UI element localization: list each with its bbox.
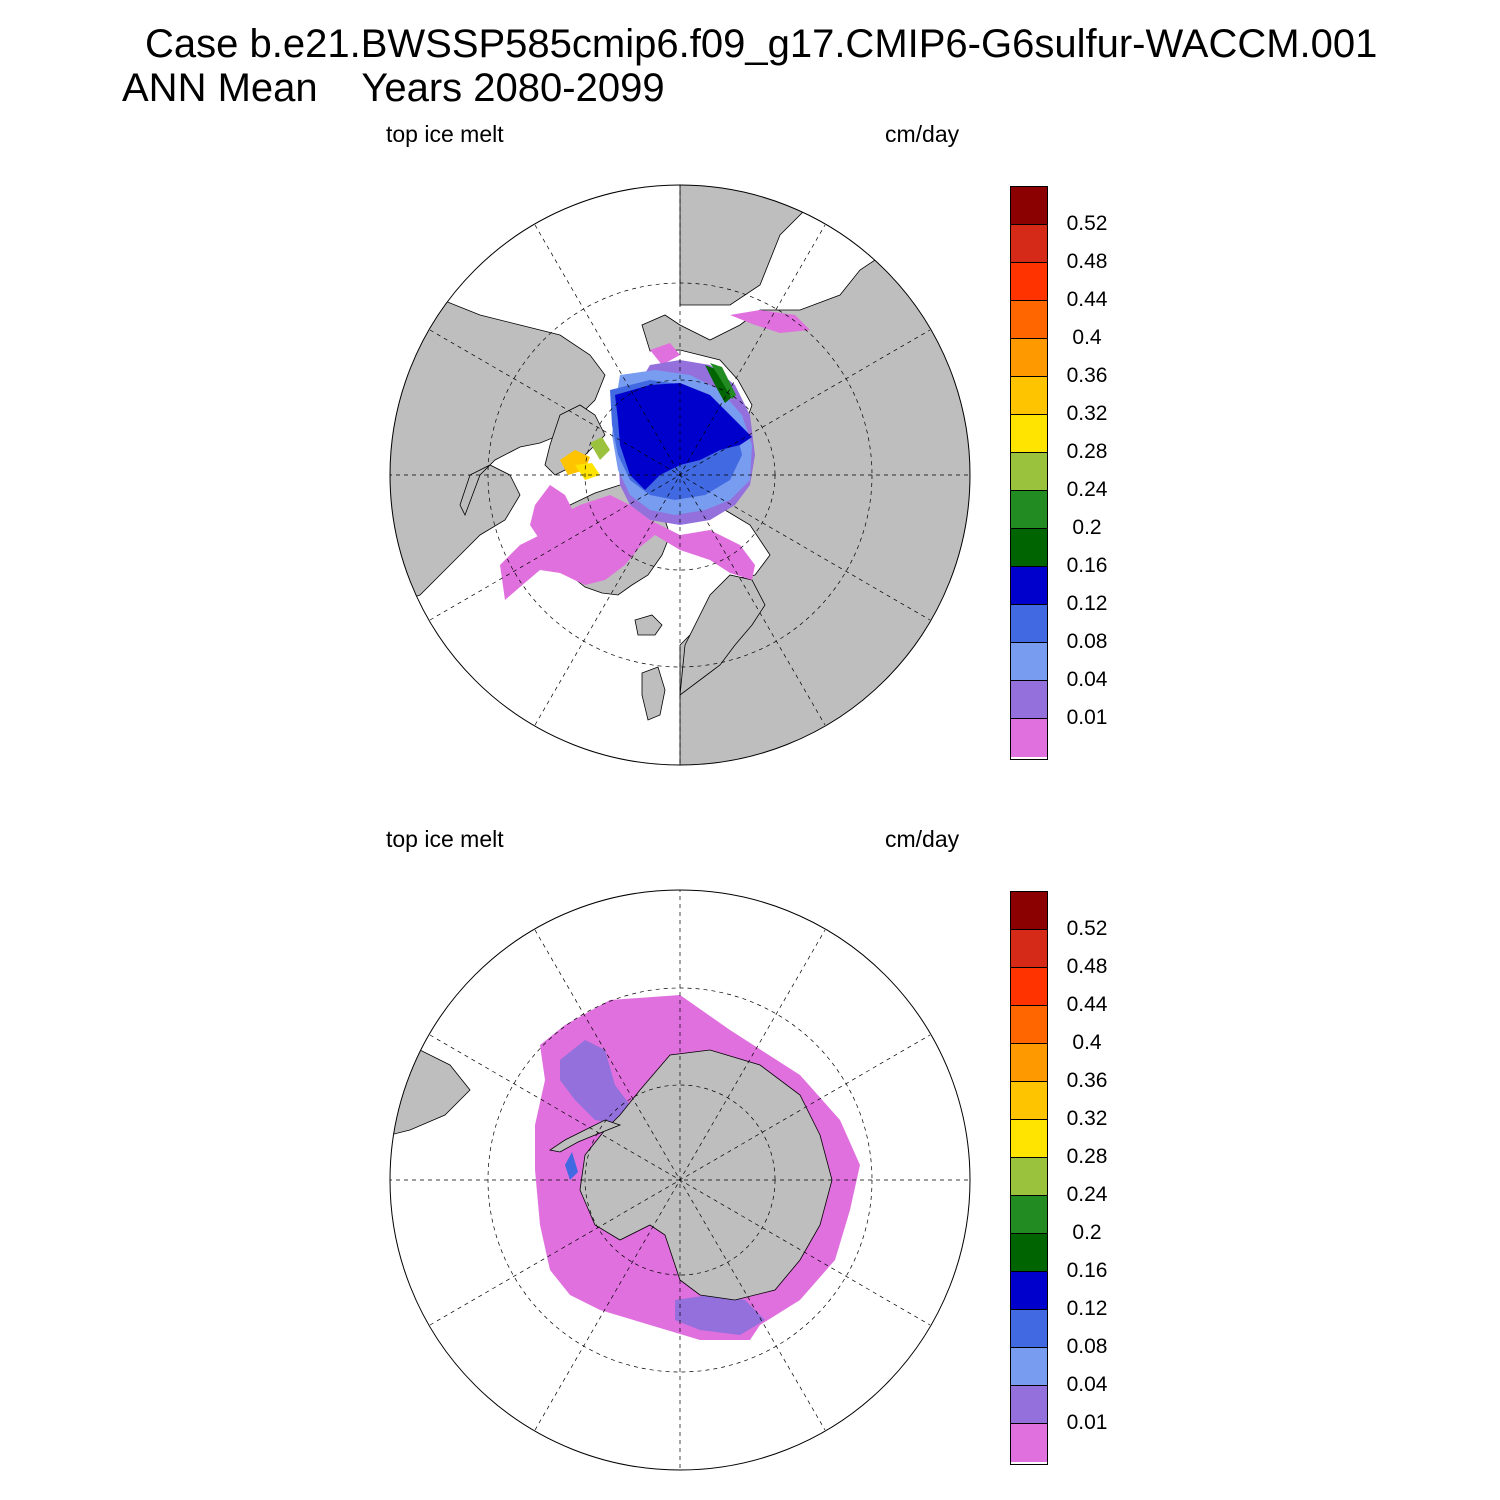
south-colorbar: 0.52 0.48 0.44 0.4 0.36 0.32 0.28 0.24 0.2 0.16 0.… (1010, 891, 1130, 1466)
colorbar-tick-label: 0.28 (1066, 1145, 1108, 1168)
colorbar-tick-label: 0.36 (1066, 1069, 1108, 1092)
colorbar-swatch (1011, 339, 1047, 377)
colorbar-swatch (1011, 605, 1047, 643)
land-iceland (634, 614, 663, 636)
colorbar-tick-label: 0.36 (1066, 364, 1108, 387)
colorbar-tick-label: 0.01 (1066, 706, 1108, 729)
colorbar-tick-label: 0.48 (1066, 955, 1108, 978)
colorbar-swatch (1011, 301, 1047, 339)
colorbar-swatch (1011, 1082, 1047, 1120)
antarctic-sea-ice-map (389, 889, 971, 1471)
colorbar-tick-label: 0.04 (1066, 1373, 1108, 1396)
north-panel-variable-label: top ice melt (386, 121, 504, 147)
colorbar-swatch (1011, 415, 1047, 453)
colorbar-swatch (1011, 225, 1047, 263)
colorbar-swatch (1011, 377, 1047, 415)
ice-melt-class-0-28 (590, 437, 610, 460)
colorbar-swatch (1011, 529, 1047, 567)
colorbar-tick-label: 0.52 (1066, 917, 1108, 940)
colorbar-swatch (1011, 1234, 1047, 1272)
colorbar-swatch (1011, 491, 1047, 529)
colorbar-tick-label: 0.4 (1072, 1031, 1102, 1054)
colorbar-swatch (1011, 1348, 1047, 1386)
ice-melt-class-0-28-b (575, 463, 600, 480)
land-antarctica (579, 1049, 833, 1301)
colorbar-tick-label: 0.24 (1066, 1183, 1108, 1206)
colorbar-tick-label: 0.44 (1066, 288, 1108, 311)
colorbar-tick-label: 0.44 (1066, 993, 1108, 1016)
ice-melt-class-0-2 (705, 365, 732, 403)
ice-melt-class-0-16 (615, 383, 752, 490)
south-panel-units-label: cm/day (885, 826, 960, 852)
colorbar-swatch (1011, 1386, 1047, 1424)
colorbar-swatch (1011, 930, 1047, 968)
land-britain (641, 666, 666, 721)
colorbar-tick-label: 0.2 (1072, 1221, 1102, 1244)
colorbar-swatch (1011, 453, 1047, 491)
colorbar-tick-label: 0.4 (1072, 326, 1102, 349)
ice-melt-class-0-04-ross (675, 1295, 765, 1335)
colorbar-swatch (1011, 1006, 1047, 1044)
colorbar-swatch (1011, 567, 1047, 605)
ice-melt-class-0-01-hudson (530, 485, 575, 540)
colorbar-tick-label: 0.2 (1072, 516, 1102, 539)
colorbar-swatch (1011, 187, 1047, 225)
south-panel-variable-label: top ice melt (386, 826, 504, 852)
colorbar-swatch (1011, 1310, 1047, 1348)
map-boundary-circle (389, 184, 971, 766)
colorbar-swatch (1011, 1044, 1047, 1082)
colorbar-tick-label: 0.12 (1066, 592, 1108, 615)
graticule-north (390, 185, 970, 765)
ice-melt-class-0-08 (565, 1152, 578, 1180)
colorbar-tick-label: 0.04 (1066, 668, 1108, 691)
arctic-sea-ice-map (389, 184, 971, 766)
colorbar-tick-label: 0.01 (1066, 1411, 1108, 1434)
figure-title-period: ANN Mean Years 2080-2099 (122, 66, 665, 110)
colorbar-tick-label: 0.48 (1066, 250, 1108, 273)
colorbar-tick-label: 0.16 (1066, 554, 1108, 577)
colorbar-swatch (1011, 643, 1047, 681)
colorbar-swatch (1011, 1120, 1047, 1158)
colorbar-swatch (1011, 719, 1047, 757)
colorbar-swatch (1011, 1424, 1047, 1462)
land-scandinavia (679, 574, 766, 696)
ice-melt-class-0-01-bering (650, 343, 680, 365)
colorbar-tick-label: 0.16 (1066, 1259, 1108, 1282)
ice-melt-class-0-04-weddell (560, 1040, 630, 1125)
graticule-south (390, 890, 970, 1470)
colorbar-swatch (1011, 681, 1047, 719)
colorbar-tick-label: 0.24 (1066, 478, 1108, 501)
figure-title-case: Case b.e21.BWSSP585cmip6.f09_g17.CMIP6-G… (145, 22, 1378, 66)
colorbar-swatch (1011, 263, 1047, 301)
colorbar-tick-label: 0.08 (1066, 630, 1108, 653)
colorbar-swatch (1011, 1196, 1047, 1234)
colorbar-tick-label: 0.32 (1066, 1107, 1108, 1130)
colorbar-swatch (1011, 892, 1047, 930)
colorbar-swatch (1011, 1158, 1047, 1196)
colorbar-tick-label: 0.52 (1066, 212, 1108, 235)
land-antarctic-peninsula (548, 1119, 622, 1153)
colorbar-swatch (1011, 1272, 1047, 1310)
colorbar-tick-label: 0.12 (1066, 1297, 1108, 1320)
colorbar-swatches (1010, 186, 1048, 760)
colorbar-tick-label: 0.08 (1066, 1335, 1108, 1358)
colorbar-tick-label: 0.32 (1066, 402, 1108, 425)
north-colorbar: 0.52 0.48 0.44 0.4 0.36 0.32 0.28 0.24 0.2 0.16 0.… (1010, 186, 1130, 761)
ice-melt-class-0-01-okhotsk (730, 310, 810, 333)
colorbar-tick-label: 0.28 (1066, 440, 1108, 463)
land-north-america (390, 294, 606, 616)
north-panel-units-label: cm/day (885, 121, 960, 147)
colorbar-swatches (1010, 891, 1048, 1465)
map-boundary-circle (389, 889, 971, 1471)
colorbar-swatch (1011, 968, 1047, 1006)
